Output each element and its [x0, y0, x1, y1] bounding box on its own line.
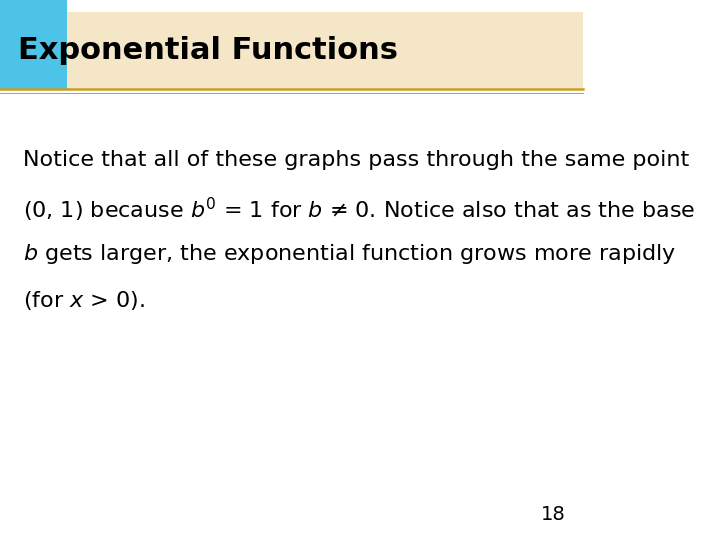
Text: (for $x$ > 0).: (for $x$ > 0). — [23, 289, 145, 312]
FancyBboxPatch shape — [0, 0, 67, 89]
Text: (0, 1) because $b^0$ = 1 for $b$ ≠ 0. Notice also that as the base: (0, 1) because $b^0$ = 1 for $b$ ≠ 0. No… — [23, 196, 696, 224]
Text: Notice that all of these graphs pass through the same point: Notice that all of these graphs pass thr… — [23, 150, 690, 170]
Text: 18: 18 — [541, 505, 566, 524]
Text: $b$ gets larger, the exponential function grows more rapidly: $b$ gets larger, the exponential functio… — [23, 242, 677, 266]
Text: Exponential Functions: Exponential Functions — [17, 36, 397, 65]
FancyBboxPatch shape — [0, 12, 583, 89]
